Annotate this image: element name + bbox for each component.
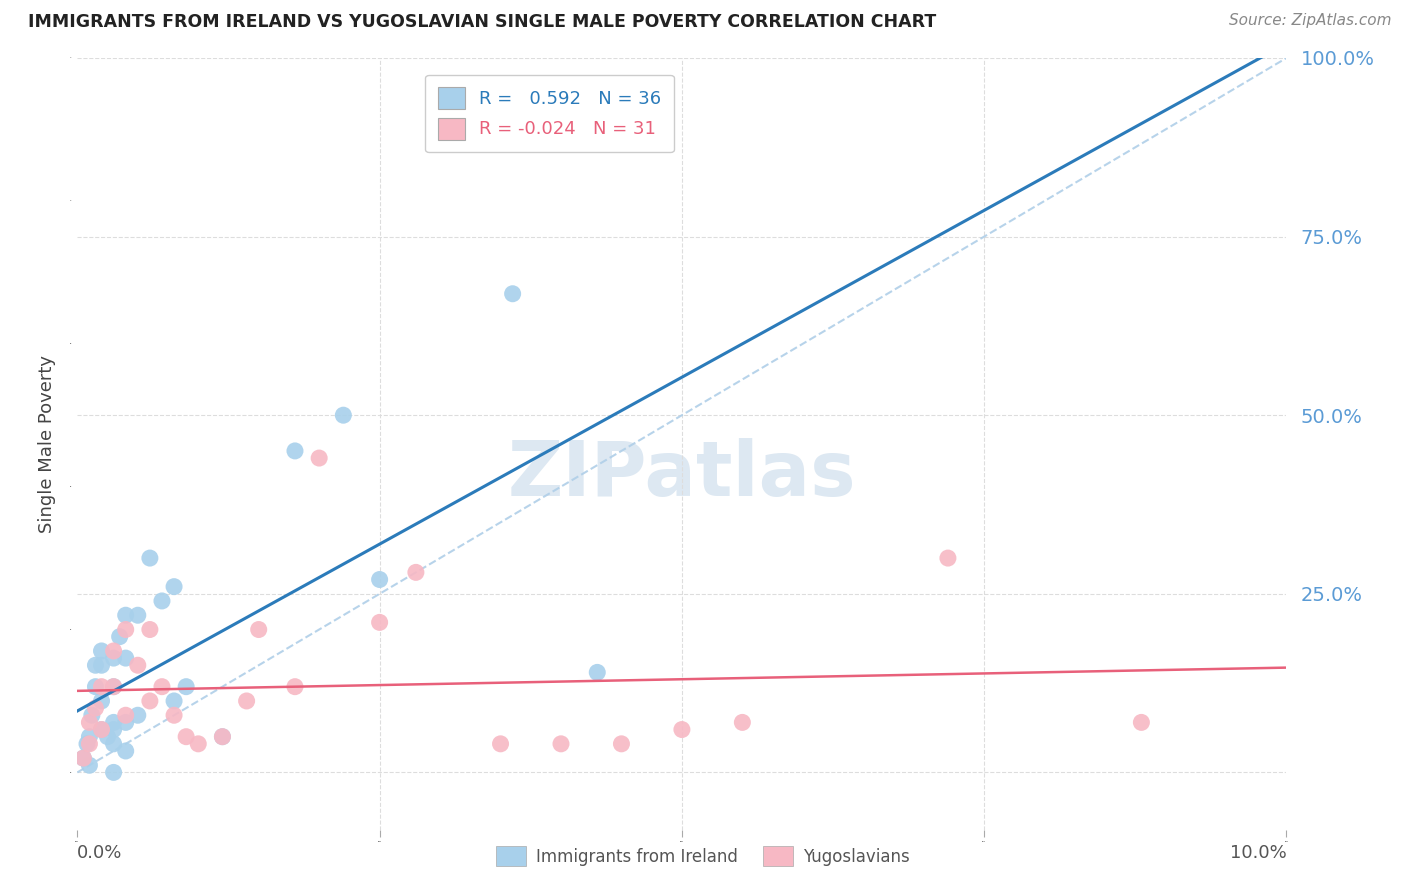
Point: [103, 765, 125, 780]
Point: [80, 708, 103, 723]
Point: [127, 708, 149, 723]
Point: [247, 623, 270, 637]
Point: [332, 408, 354, 422]
Point: [90, 694, 112, 708]
Point: [550, 737, 572, 751]
Point: [936, 551, 959, 566]
Point: [405, 566, 427, 580]
Point: [127, 658, 149, 673]
Point: [731, 715, 754, 730]
Point: [174, 680, 197, 694]
Point: [308, 451, 330, 466]
Point: [163, 694, 186, 708]
Point: [96, 730, 118, 744]
Point: [235, 694, 257, 708]
Point: [610, 737, 633, 751]
Point: [90, 723, 112, 737]
Legend: R =   0.592   N = 36, R = -0.024   N = 31: R = 0.592 N = 36, R = -0.024 N = 31: [425, 75, 673, 153]
Text: IMMIGRANTS FROM IRELAND VS YUGOSLAVIAN SINGLE MALE POVERTY CORRELATION CHART: IMMIGRANTS FROM IRELAND VS YUGOSLAVIAN S…: [28, 13, 936, 31]
Point: [139, 623, 162, 637]
Point: [139, 694, 162, 708]
Point: [103, 737, 125, 751]
Point: [103, 723, 125, 737]
Point: [114, 744, 136, 758]
Point: [103, 680, 125, 694]
Point: [76, 737, 98, 751]
Point: [127, 608, 149, 623]
Point: [150, 594, 173, 608]
Point: [174, 730, 197, 744]
Point: [90, 644, 112, 658]
Point: [84, 658, 107, 673]
Point: [103, 715, 125, 730]
Point: [368, 615, 391, 630]
Point: [79, 737, 101, 751]
Point: [163, 580, 186, 594]
Point: [502, 286, 524, 301]
Point: [103, 651, 125, 665]
Point: [114, 708, 136, 723]
Text: ZIPatlas: ZIPatlas: [508, 438, 856, 512]
Point: [139, 551, 162, 566]
Point: [211, 730, 233, 744]
Point: [84, 680, 107, 694]
Point: [79, 758, 101, 772]
Point: [108, 630, 131, 644]
Point: [90, 658, 112, 673]
Point: [150, 680, 173, 694]
Y-axis label: Single Male Poverty: Single Male Poverty: [38, 355, 56, 533]
Point: [90, 680, 112, 694]
Point: [671, 723, 693, 737]
Point: [114, 651, 136, 665]
Point: [103, 644, 125, 658]
Point: [72, 751, 94, 765]
Point: [90, 723, 112, 737]
Point: [72, 751, 94, 765]
Point: [187, 737, 209, 751]
Legend: Immigrants from Ireland, Yugoslavians: Immigrants from Ireland, Yugoslavians: [488, 838, 918, 875]
Point: [114, 715, 136, 730]
Point: [163, 708, 186, 723]
Point: [284, 444, 307, 458]
Point: [586, 665, 609, 680]
Text: 0.0%: 0.0%: [77, 844, 122, 862]
Point: [284, 680, 307, 694]
Point: [79, 715, 101, 730]
Point: [84, 701, 107, 715]
Point: [489, 737, 512, 751]
Point: [114, 608, 136, 623]
Text: 10.0%: 10.0%: [1230, 844, 1286, 862]
Point: [368, 573, 391, 587]
Text: Source: ZipAtlas.com: Source: ZipAtlas.com: [1229, 13, 1392, 29]
Point: [114, 623, 136, 637]
Point: [103, 680, 125, 694]
Point: [211, 730, 233, 744]
Point: [79, 730, 101, 744]
Point: [1130, 715, 1153, 730]
